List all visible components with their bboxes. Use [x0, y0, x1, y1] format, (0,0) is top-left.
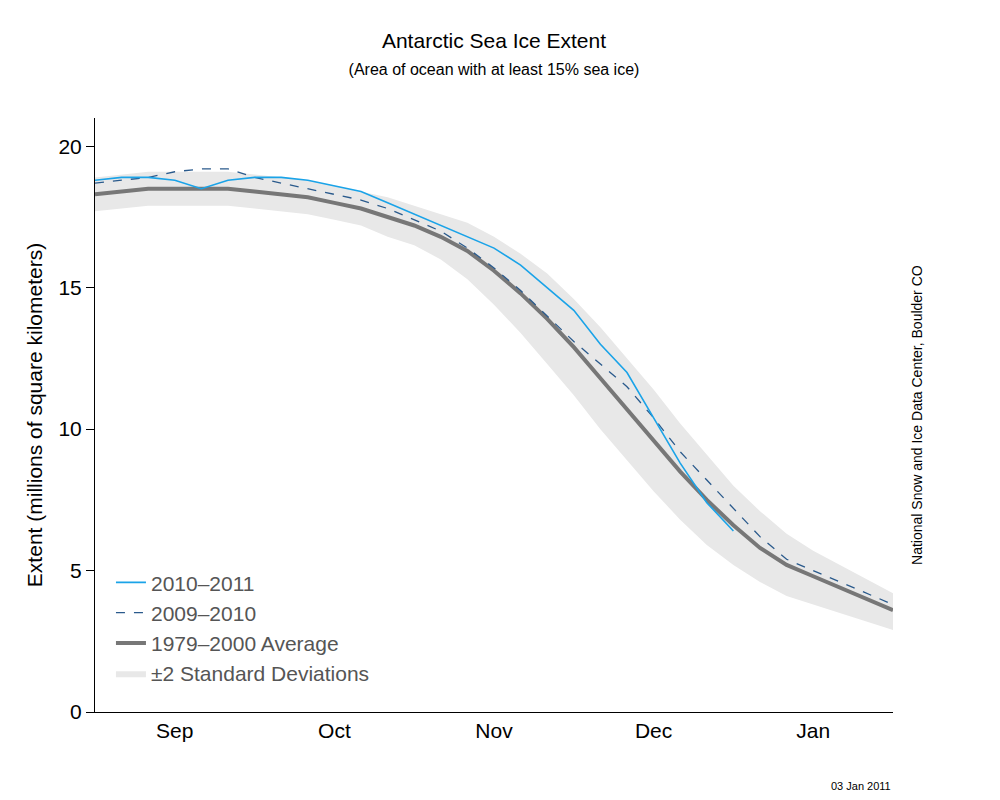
svg-text:20: 20 [58, 135, 81, 158]
svg-text:5: 5 [70, 559, 82, 582]
svg-text:Extent (millions of square kil: Extent (millions of square kilometers) [23, 243, 46, 587]
svg-text:Sep: Sep [156, 719, 193, 742]
svg-text:Oct: Oct [318, 719, 351, 742]
svg-text:15: 15 [58, 276, 81, 299]
svg-text:2010–2011: 2010–2011 [151, 572, 255, 595]
svg-text:10: 10 [58, 417, 81, 440]
svg-text:Nov: Nov [475, 719, 513, 742]
svg-text:0: 0 [70, 700, 82, 723]
svg-text:1979–2000 Average: 1979–2000 Average [151, 632, 339, 655]
svg-text:Dec: Dec [635, 719, 672, 742]
svg-text:2009–2010: 2009–2010 [151, 602, 256, 625]
svg-text:Antarctic Sea Ice Extent(Area: Antarctic Sea Ice Extent(Area of ocean w… [349, 29, 640, 78]
svg-text:±2 Standard Deviations: ±2 Standard Deviations [151, 662, 369, 685]
svg-text:03 Jan 2011: 03 Jan 2011 [831, 780, 891, 792]
svg-text:Jan: Jan [796, 719, 830, 742]
svg-text:National Snow and Ice Data Cen: National Snow and Ice Data Center, Bould… [909, 265, 925, 565]
